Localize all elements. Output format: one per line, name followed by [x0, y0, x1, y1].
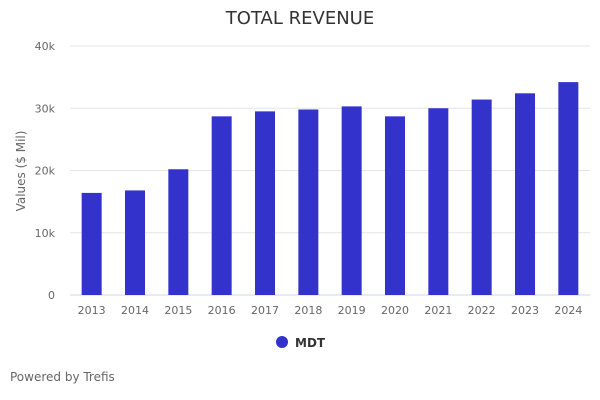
bar-2014[interactable] [125, 190, 145, 295]
bar-2024[interactable] [558, 82, 579, 295]
bar-2020[interactable] [385, 116, 405, 295]
y-tick-label: 30k [35, 102, 56, 115]
chart-title: TOTAL REVENUE [225, 8, 374, 29]
bar-2023[interactable] [515, 93, 535, 295]
x-tick-label: 2020 [381, 304, 409, 317]
legend-marker-mdt [276, 336, 288, 348]
bar-2022[interactable] [471, 99, 492, 295]
x-tick-label: 2017 [251, 304, 279, 317]
legend[interactable]: MDT [276, 336, 326, 350]
bar-2015[interactable] [168, 169, 189, 295]
y-tick-label: 20k [35, 165, 56, 178]
x-tick-label: 2022 [468, 304, 496, 317]
y-tick-label: 0 [48, 289, 55, 302]
bar-2019[interactable] [341, 106, 362, 295]
x-tick-label: 2019 [338, 304, 366, 317]
y-tick-label: 40k [35, 40, 56, 53]
y-axis-label: Values ($ Mil) [14, 131, 28, 212]
x-tick-label: 2018 [294, 304, 322, 317]
x-tick-label: 2013 [78, 304, 106, 317]
x-tick-label: 2015 [164, 304, 192, 317]
bar-2017[interactable] [255, 111, 275, 295]
bar-2016[interactable] [211, 116, 232, 295]
x-tick-label: 2021 [424, 304, 452, 317]
bar-2018[interactable] [298, 109, 319, 296]
x-tick-label: 2014 [121, 304, 149, 317]
bar-2013[interactable] [81, 192, 102, 295]
legend-label-mdt[interactable]: MDT [295, 336, 326, 350]
x-tick-label: 2023 [511, 304, 539, 317]
bar-2021[interactable] [428, 108, 449, 295]
powered-by-credit[interactable]: Powered by Trefis [10, 370, 115, 384]
x-tick-label: 2016 [208, 304, 236, 317]
y-tick-label: 10k [35, 227, 56, 240]
x-tick-label: 2024 [554, 304, 582, 317]
